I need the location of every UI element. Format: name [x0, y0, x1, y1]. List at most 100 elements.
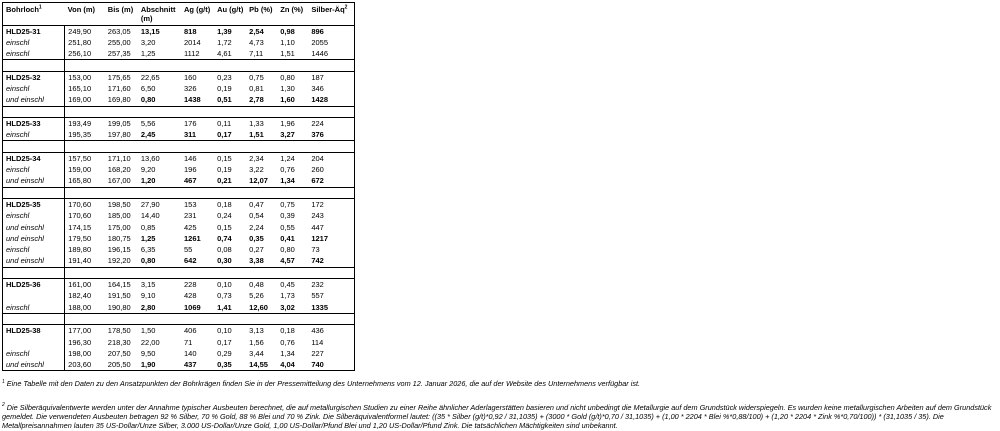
group-separator-row [2, 59, 355, 72]
value-cell: 5,26 [249, 291, 264, 301]
value-cell: 7,11 [249, 49, 264, 59]
value-cell: 14,40 [140, 211, 160, 221]
value-cell: 176 [183, 118, 197, 128]
interval-label-cell: einschl [2, 48, 66, 60]
value-cell: 0,21 [217, 176, 232, 186]
interval-label-cell: und einschl [2, 232, 66, 245]
value-cell: 174,15 [68, 222, 92, 232]
value-cell: 14,55 [249, 360, 268, 370]
value-cell: 187 [311, 72, 324, 82]
value-cell: 0,19 [217, 165, 232, 175]
interval-label-cell: und einschl [2, 175, 66, 188]
value-cell: 0,51 [217, 95, 232, 105]
value-cell: 2,78 [249, 95, 264, 105]
value-cell: 1,39 [217, 26, 232, 36]
interval-label-cell: einschl [2, 301, 66, 314]
value-cell: 406 [183, 326, 197, 336]
value-cell: 0,54 [249, 211, 264, 221]
value-cell: 0,80 [140, 95, 156, 105]
table-row: einschl 189,80 196,15 6,35 55 0,08 0,27 0,80 73 [2, 244, 355, 256]
group-separator-row [2, 312, 355, 326]
value-cell: 0,24 [217, 211, 232, 221]
interval-label-cell: einschl [2, 347, 66, 360]
interval-label-cell: einschl [2, 210, 66, 222]
value-cell: 0,98 [280, 26, 295, 36]
value-cell: 260 [311, 165, 324, 175]
value-cell: 2,54 [249, 26, 264, 36]
table-row: einschl 198,00 207,50 9,50 140 0,29 3,44 1,34 22… [2, 347, 355, 360]
hole-id-cell: HLD25-36 [2, 278, 66, 291]
interval-label-cell: einschl [2, 129, 66, 141]
value-cell: 4,04 [280, 360, 295, 370]
value-cell: 182,40 [68, 291, 92, 301]
value-cell: 175,00 [107, 222, 131, 232]
value-cell: 192,20 [107, 256, 131, 266]
value-cell: 0,80 [280, 245, 295, 255]
value-cell: 0,81 [249, 83, 264, 93]
value-cell: 3,44 [249, 348, 264, 358]
value-cell: 9,50 [140, 348, 156, 358]
value-cell: 1,25 [140, 49, 156, 59]
value-cell: 0,10 [217, 280, 232, 290]
value-cell: 185,00 [107, 211, 131, 221]
footnote-1-marker: 1 [2, 378, 5, 385]
value-cell: 1069 [183, 302, 201, 312]
table-row: HLD25-32 153,00 175,65 22,65 160 0,23 0,75 0,80… [2, 71, 355, 83]
separator-cell [2, 140, 66, 153]
value-cell: 0,23 [217, 72, 232, 82]
value-cell: 437 [183, 360, 197, 370]
value-cell: 642 [183, 256, 197, 266]
value-cell: 199,05 [107, 118, 131, 128]
hole-id-cell: HLD25-34 [2, 152, 66, 165]
value-cell: 12,60 [249, 302, 268, 312]
separator-cell [2, 186, 66, 199]
value-cell: 153 [183, 199, 197, 209]
interval-label-cell: einschl [2, 244, 66, 256]
value-cell: 436 [311, 326, 324, 336]
table-row: HLD25-36 161,00 164,15 3,15 228 0,10 0,48 0,45 2… [2, 278, 355, 291]
value-cell: 0,41 [280, 233, 295, 243]
value-cell: 205,50 [107, 360, 131, 370]
value-cell: 0,35 [249, 233, 264, 243]
value-cell: 896 [311, 26, 324, 36]
value-cell: 447 [311, 222, 324, 232]
value-cell: 0,18 [280, 326, 295, 336]
value-cell: 13,60 [140, 153, 160, 163]
value-cell: 263,05 [107, 26, 131, 36]
value-cell: 195,35 [68, 130, 92, 140]
value-cell: 190,80 [107, 302, 131, 312]
separator-cell [64, 312, 355, 326]
separator-cell [64, 266, 355, 280]
value-cell: 171,10 [107, 153, 131, 163]
value-cell: 140 [183, 348, 197, 358]
group-separator-row [2, 186, 355, 199]
value-cell: 0,76 [280, 165, 295, 175]
separator-cell [64, 105, 355, 118]
value-cell: 1112 [183, 49, 200, 59]
value-cell: 165,80 [68, 176, 92, 186]
footnotes-section: 1 Eine Tabelle mit den Daten zu den Ansat… [2, 379, 995, 430]
value-cell: 0,39 [280, 211, 295, 221]
value-cell: 198,50 [107, 199, 131, 209]
value-cell: 346 [311, 83, 324, 93]
table-row: einschl 195,35 197,80 2,45 311 0,17 1,51 3,27 37… [2, 129, 355, 141]
value-cell: 180,75 [107, 233, 131, 243]
value-cell: 1,20 [140, 176, 156, 186]
separator-cell [2, 59, 66, 72]
value-cell: 191,50 [107, 291, 131, 301]
value-cell: 557 [311, 291, 324, 301]
value-cell: 0,17 [217, 337, 232, 347]
table-row: und einschl 165,80 167,00 1,20 467 0,21 12,07 1… [2, 175, 355, 188]
value-cell: 311 [183, 130, 197, 140]
value-cell: 164,15 [107, 280, 131, 290]
value-cell: 1,96 [280, 118, 295, 128]
value-cell: 251,80 [68, 37, 92, 47]
value-cell: 5,56 [140, 118, 156, 128]
table-row: einschl 256,10 257,35 1,25 1112 4,61 7,11 1,51 1… [2, 48, 355, 60]
interval-label-cell [2, 290, 66, 302]
table-row: einschl 165,10 171,60 6,50 326 0,19 0,81 1,30 34… [2, 82, 355, 95]
hole-id-cell: HLD25-32 [2, 71, 66, 83]
table-row: HLD25-38 177,00 178,50 1,50 406 0,10 3,13 0,18 4… [2, 324, 355, 337]
value-cell: 376 [311, 130, 324, 140]
value-cell: 204 [311, 153, 324, 163]
